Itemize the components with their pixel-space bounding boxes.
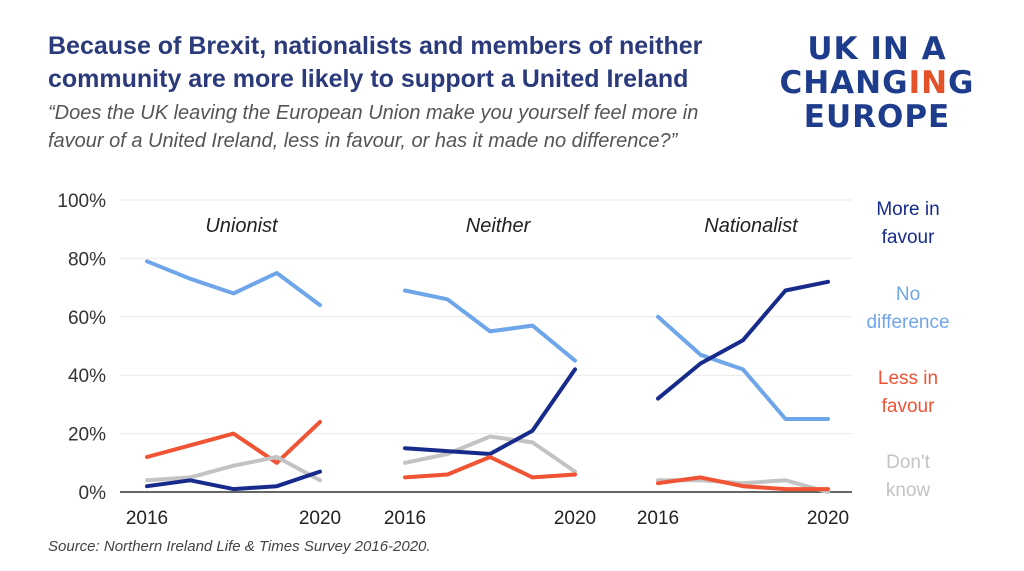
series-line-unionist-dontknow bbox=[145, 455, 322, 483]
chart-title: Because of Brexit, nationalists and memb… bbox=[48, 32, 703, 93]
logo-line-2-pre: CHANG bbox=[779, 65, 909, 101]
logo-line-2-accent: IN bbox=[908, 65, 949, 101]
series-line-neither-less bbox=[403, 455, 577, 480]
y-tick-label: 80% bbox=[68, 249, 106, 270]
legend-item-more: More in favour bbox=[858, 196, 958, 252]
series-line-nationalist-nodiff bbox=[656, 314, 830, 421]
x-tick-label: 2016 bbox=[384, 508, 426, 529]
series-line-neither-more bbox=[403, 367, 577, 456]
series-line-unionist-less bbox=[145, 419, 322, 465]
y-tick-label: 100% bbox=[57, 191, 106, 212]
legend-label-line: No bbox=[895, 284, 921, 305]
x-tick-label: 2020 bbox=[554, 508, 596, 529]
legend-label-line: favour bbox=[881, 227, 935, 248]
series-line-nationalist-less bbox=[656, 475, 830, 492]
legend-label-line: favour bbox=[881, 396, 935, 417]
logo-line-3: EUROPE bbox=[803, 99, 951, 135]
legend-label-line: difference bbox=[866, 312, 950, 333]
series-line-nationalist-more bbox=[656, 279, 830, 401]
chart-subtitle: “Does the UK leaving the European Union … bbox=[48, 102, 699, 152]
logo-line-1: UK IN A bbox=[807, 31, 947, 67]
legend-label-line: Less in bbox=[877, 368, 939, 389]
panel-label-neither: Neither bbox=[466, 215, 532, 237]
series-line-unionist-more bbox=[145, 469, 322, 492]
x-tick-label: 2020 bbox=[299, 508, 341, 529]
y-tick-label: 60% bbox=[68, 308, 106, 329]
source-note: Source: Northern Ireland Life & Times Su… bbox=[48, 538, 431, 555]
legend-label-line: More in bbox=[876, 199, 940, 220]
uk-in-a-changing-europe-logo: UK IN A CHANGING EUROPE bbox=[752, 32, 1002, 134]
panel-label-nationalist: Nationalist bbox=[704, 215, 799, 237]
y-tick-label: 20% bbox=[68, 425, 106, 446]
x-tick-label: 2020 bbox=[807, 508, 849, 529]
series-line-unionist-nodiff bbox=[145, 259, 322, 308]
legend-label-line: know bbox=[885, 480, 931, 501]
legend-item-dontknow: Don't know bbox=[858, 449, 958, 505]
logo-line-2: CHANGING bbox=[752, 66, 1002, 100]
panel-label-unionist: Unionist bbox=[205, 215, 279, 237]
y-tick-label: 40% bbox=[68, 366, 106, 387]
x-tick-label: 2016 bbox=[637, 508, 679, 529]
series-line-neither-nodiff bbox=[403, 288, 577, 363]
legend-label-line: Don't bbox=[886, 452, 930, 473]
x-tick-label: 2016 bbox=[126, 508, 168, 529]
series-line-neither-dontknow bbox=[403, 434, 577, 474]
y-tick-label: 0% bbox=[79, 483, 107, 504]
logo-line-2-post: G bbox=[948, 65, 975, 101]
legend-item-less: Less in favour bbox=[858, 365, 958, 421]
legend-item-nodiff: No difference bbox=[858, 281, 958, 337]
